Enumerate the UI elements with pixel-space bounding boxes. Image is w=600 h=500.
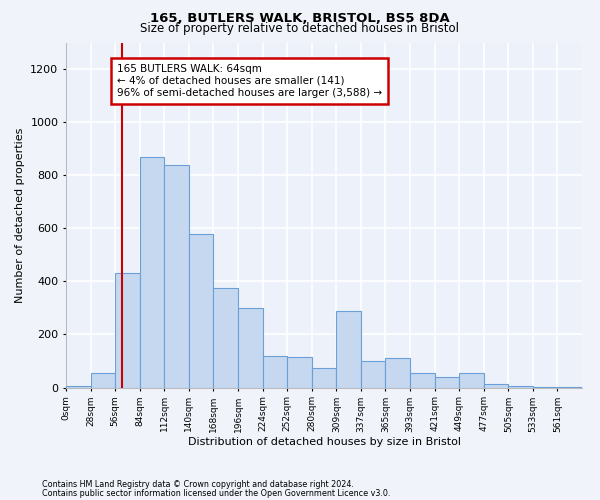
Text: 165, BUTLERS WALK, BRISTOL, BS5 8DA: 165, BUTLERS WALK, BRISTOL, BS5 8DA — [150, 12, 450, 24]
Bar — [287, 357, 312, 388]
Text: Contains HM Land Registry data © Crown copyright and database right 2024.: Contains HM Land Registry data © Crown c… — [42, 480, 354, 489]
Bar — [459, 373, 484, 388]
Bar — [66, 386, 91, 388]
Bar — [140, 156, 164, 388]
Text: 165 BUTLERS WALK: 64sqm
← 4% of detached houses are smaller (141)
96% of semi-de: 165 BUTLERS WALK: 64sqm ← 4% of detached… — [117, 64, 382, 98]
Bar — [336, 310, 361, 388]
Bar — [361, 361, 385, 388]
Bar — [238, 308, 263, 388]
Bar — [410, 373, 434, 388]
Bar — [115, 274, 140, 388]
Bar — [385, 358, 410, 388]
X-axis label: Distribution of detached houses by size in Bristol: Distribution of detached houses by size … — [187, 437, 461, 447]
Bar — [164, 164, 189, 388]
Text: Size of property relative to detached houses in Bristol: Size of property relative to detached ho… — [140, 22, 460, 35]
Text: Contains public sector information licensed under the Open Government Licence v3: Contains public sector information licen… — [42, 488, 391, 498]
Bar — [91, 373, 115, 388]
Bar — [214, 288, 238, 388]
Bar — [263, 356, 287, 388]
Bar — [508, 386, 533, 388]
Bar — [484, 384, 508, 388]
Bar — [533, 386, 557, 388]
Bar — [189, 234, 214, 388]
Y-axis label: Number of detached properties: Number of detached properties — [14, 128, 25, 302]
Bar — [434, 377, 459, 388]
Bar — [312, 368, 336, 388]
